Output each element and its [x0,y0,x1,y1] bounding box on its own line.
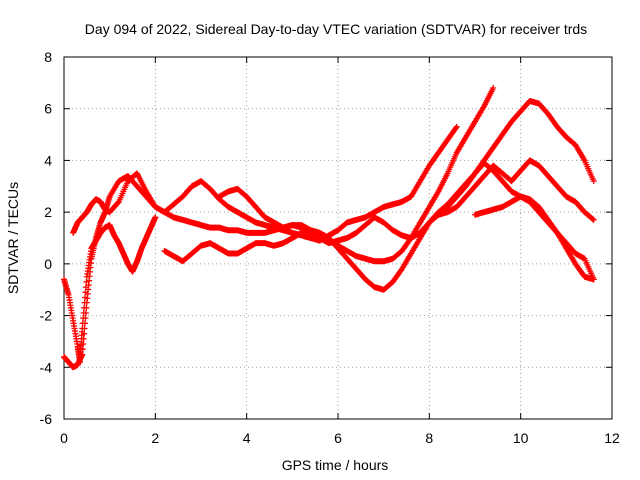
y-tick-label: -6 [40,411,53,427]
series-sat-g [472,193,597,283]
y-tick-label: 4 [44,152,52,168]
plus-markers [61,214,159,366]
plus-markers [216,157,597,247]
plus-markers [435,97,597,218]
y-tick-label: -2 [40,308,53,324]
y-tick-label: 6 [44,101,52,117]
x-tick-label: 4 [243,430,251,446]
series-sat-c [70,123,460,244]
y-tick-label: 0 [44,256,52,272]
plus-markers [161,160,597,293]
x-tick-label: 12 [604,430,620,446]
y-tick-label: 8 [44,49,52,65]
x-tick-label: 10 [513,430,529,446]
x-tick-label: 8 [425,430,433,446]
axis-ticks: 0 2 4 6 8 10 12 -6 -4 -2 0 2 4 6 8 [40,49,620,446]
x-tick-label: 6 [334,430,342,446]
x-tick-label: 0 [60,430,68,446]
x-axis-title: GPS time / hours [282,457,389,473]
series-sat-a [61,214,159,366]
y-axis-title: SDTVAR / TECUs [5,182,21,294]
data-points [61,85,597,371]
x-tick-label: 2 [151,430,159,446]
plus-markers [70,123,460,244]
plus-markers [472,193,597,283]
series-sat-f [435,97,597,218]
series-sat-d [161,160,597,293]
y-tick-label: 2 [44,204,52,220]
y-tick-label: -4 [40,359,53,375]
series-sat-e [216,157,597,247]
chart-title: Day 094 of 2022, Sidereal Day-to-day VTE… [85,21,587,37]
